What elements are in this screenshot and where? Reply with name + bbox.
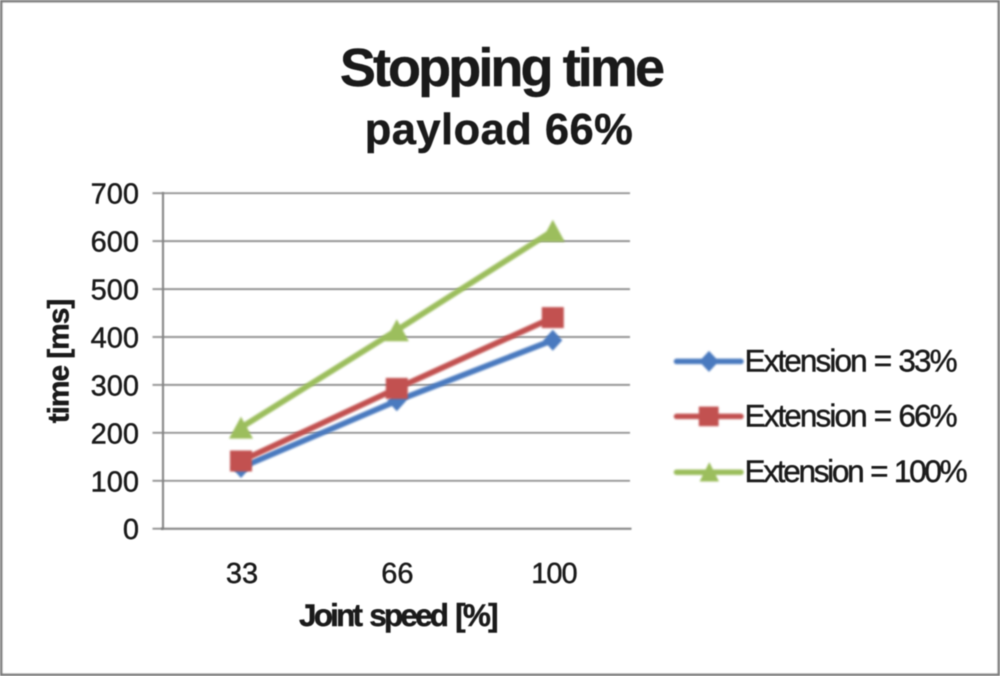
svg-text:Joint speed [%]: Joint speed [%] (299, 597, 497, 633)
svg-text:Extension = 66%: Extension = 66% (745, 397, 957, 433)
svg-text:Extension = 100%: Extension = 100% (745, 453, 967, 489)
svg-text:time [ms]: time [ms] (43, 300, 76, 424)
svg-text:200: 200 (91, 418, 139, 450)
svg-text:Stopping time: Stopping time (340, 38, 664, 98)
svg-text:700: 700 (91, 179, 139, 211)
svg-text:100: 100 (91, 466, 139, 498)
svg-text:66: 66 (381, 558, 413, 590)
svg-text:Extension = 33%: Extension = 33% (745, 342, 957, 378)
svg-text:400: 400 (91, 323, 139, 355)
svg-text:600: 600 (91, 227, 139, 259)
svg-text:100: 100 (531, 558, 576, 590)
svg-text:33: 33 (226, 558, 258, 590)
svg-text:payload 66%: payload 66% (365, 106, 633, 154)
svg-text:0: 0 (123, 514, 139, 546)
svg-text:300: 300 (91, 370, 139, 402)
svg-text:500: 500 (91, 275, 139, 307)
